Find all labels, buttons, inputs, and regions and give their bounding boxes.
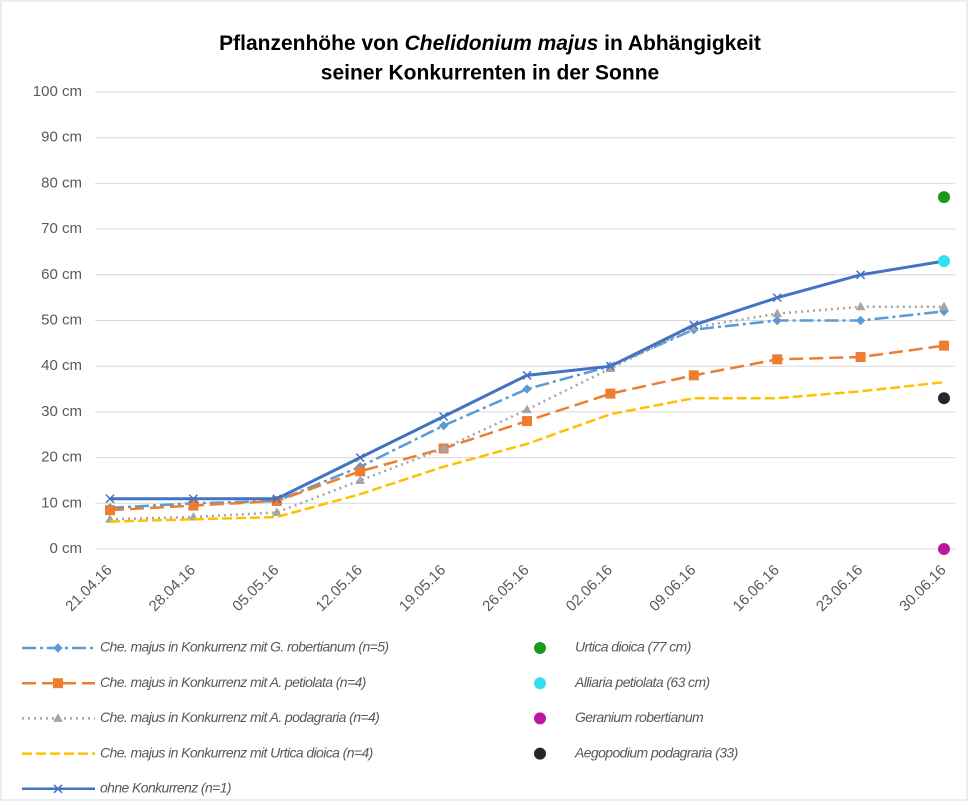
marker xyxy=(856,270,866,280)
marker xyxy=(105,494,115,504)
legend-marker xyxy=(53,784,63,794)
chart-title: seiner Konkurrenten in der Sonne xyxy=(321,62,659,85)
legend-label: ohne Konkurrenz (n=1) xyxy=(100,780,231,796)
legend-marker xyxy=(534,712,546,725)
y-tick-label: 30 cm xyxy=(41,403,82,420)
marker xyxy=(271,507,282,516)
marker xyxy=(855,301,866,311)
legend-marker xyxy=(53,713,63,722)
marker xyxy=(855,352,866,363)
legend-label: Geranium robertianum xyxy=(575,709,704,725)
y-tick-label: 80 cm xyxy=(41,174,82,191)
marker xyxy=(772,308,783,318)
marker xyxy=(522,404,532,414)
marker xyxy=(522,370,532,380)
legend-marker xyxy=(53,678,63,689)
marker xyxy=(355,453,365,463)
marker xyxy=(522,384,532,394)
marker xyxy=(939,340,949,351)
y-tick-label: 70 cm xyxy=(41,220,82,237)
series-line xyxy=(109,310,945,510)
marker xyxy=(939,301,949,311)
marker xyxy=(605,361,615,371)
marker xyxy=(522,416,532,427)
marker xyxy=(355,466,366,477)
chart-title: Pflanzenhöhe von Chelidonium majus in Ab… xyxy=(219,32,761,55)
legend-label: Alliaria petiolata (63 cm) xyxy=(574,674,710,690)
point xyxy=(938,255,950,268)
y-tick-label: 50 cm xyxy=(41,311,82,328)
legend-label: Aegopodium podagraria (33) xyxy=(574,744,738,760)
marker xyxy=(271,496,282,507)
legend-marker xyxy=(534,747,546,760)
y-tick-label: 90 cm xyxy=(41,129,82,146)
y-tick-label: 60 cm xyxy=(41,266,82,283)
legend-label: Che. majus in Konkurrenz mit G. robertia… xyxy=(100,639,388,655)
legend-label: Che. majus in Konkurrenz mit Urtica dioi… xyxy=(100,744,373,760)
marker xyxy=(188,500,199,511)
y-tick-label: 40 cm xyxy=(41,357,82,374)
y-tick-label: 0 cm xyxy=(49,540,82,557)
point xyxy=(938,191,950,204)
marker xyxy=(439,411,449,422)
marker xyxy=(438,443,449,452)
y-tick-label: 10 cm xyxy=(41,494,82,511)
legend-label: Che. majus in Konkurrenz mit A. petiolat… xyxy=(100,674,366,690)
marker xyxy=(689,320,699,330)
y-tick-label: 20 cm xyxy=(41,449,82,466)
marker xyxy=(188,494,198,504)
legend-marker xyxy=(534,677,546,690)
marker xyxy=(105,505,115,516)
marker xyxy=(355,475,366,484)
legend-marker xyxy=(53,643,63,653)
point xyxy=(938,543,950,555)
series-line xyxy=(109,380,945,523)
marker xyxy=(438,420,449,431)
y-tick-label: 100 cm xyxy=(33,83,82,100)
point xyxy=(938,392,950,405)
legend-marker xyxy=(534,642,546,654)
legend-label: Urtica dioica (77 cm) xyxy=(575,639,691,655)
legend-label: Che. majus in Konkurrenz mit A. podagrar… xyxy=(100,709,379,725)
marker xyxy=(772,354,783,365)
marker xyxy=(772,315,782,326)
marker xyxy=(605,388,616,399)
marker xyxy=(772,293,782,303)
marker xyxy=(688,370,699,381)
marker xyxy=(855,315,866,326)
marker xyxy=(272,494,282,504)
series-line xyxy=(109,305,944,521)
